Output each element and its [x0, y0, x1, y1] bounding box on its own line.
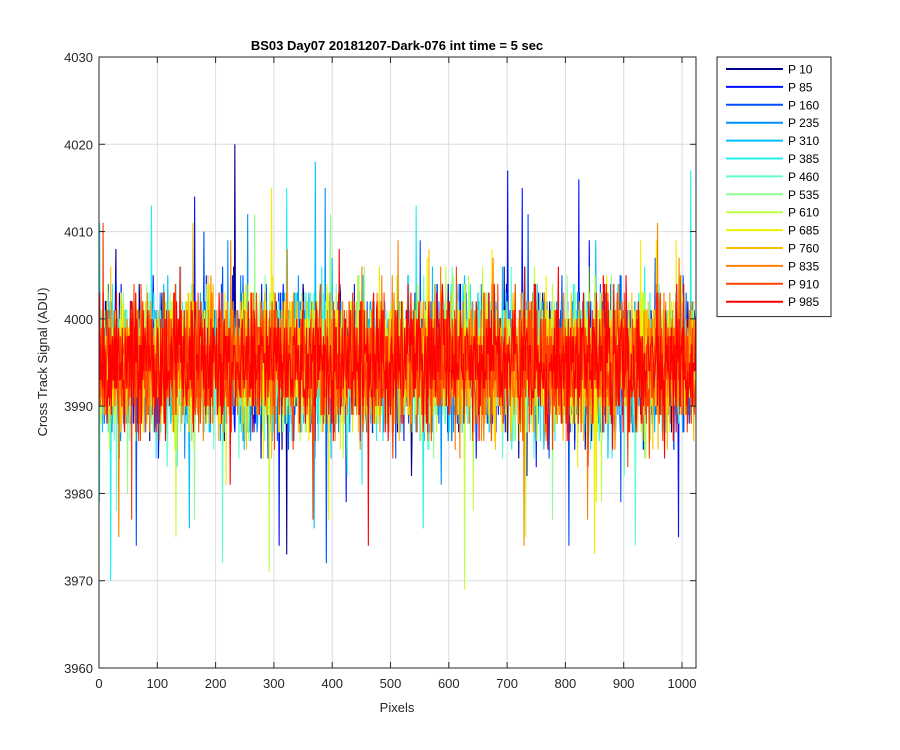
- x-tick-label: 1000: [668, 676, 697, 691]
- x-tick-label: 200: [205, 676, 227, 691]
- x-tick-label: 800: [555, 676, 577, 691]
- series-group: [99, 144, 696, 590]
- x-tick-label: 400: [321, 676, 343, 691]
- legend-label-p85: P 85: [788, 80, 813, 94]
- legend-label-p460: P 460: [788, 170, 819, 184]
- series-line-p985: [99, 249, 696, 546]
- legend-label-p385: P 385: [788, 152, 819, 166]
- y-axis-label: Cross Track Signal (ADU): [35, 288, 50, 437]
- x-tick-label: 900: [613, 676, 635, 691]
- y-tick-label: 3960: [64, 661, 93, 676]
- legend-label-p835: P 835: [788, 259, 819, 273]
- chart-title: BS03 Day07 20181207-Dark-076 int time = …: [251, 38, 543, 53]
- legend-label-p235: P 235: [788, 116, 819, 130]
- legend-label-p10: P 10: [788, 63, 813, 77]
- x-tick-label: 500: [380, 676, 402, 691]
- axes-box: [98, 56, 697, 669]
- y-tick-label: 3980: [64, 486, 93, 501]
- y-tick-label: 4020: [64, 137, 93, 152]
- x-tick-label: 0: [95, 676, 102, 691]
- legend-label-p910: P 910: [788, 277, 819, 291]
- x-tick-label: 600: [438, 676, 460, 691]
- y-tick-label: 3990: [64, 399, 93, 414]
- legend-label-p535: P 535: [788, 188, 819, 202]
- x-tick-label: 300: [263, 676, 285, 691]
- axes: [98, 56, 697, 669]
- y-tick-label: 3970: [64, 574, 93, 589]
- legend-label-p610: P 610: [788, 206, 819, 220]
- tick-labels: 0 100 200 300 400 500 600 700 800 900 1000 3960 3970…: [64, 50, 696, 691]
- y-tick-label: 4010: [64, 225, 93, 240]
- legend-label-p160: P 160: [788, 98, 819, 112]
- x-tick-label: 700: [496, 676, 518, 691]
- legend: P 10 P 85 P 160 P 235 P 310 P 385 P 460 P 535 P …: [716, 56, 832, 318]
- x-axis-label: Pixels: [380, 700, 415, 715]
- legend-label-p760: P 760: [788, 242, 819, 256]
- legend-box: [716, 56, 832, 318]
- y-tick-label: 4000: [64, 312, 93, 327]
- x-tick-label: 100: [146, 676, 168, 691]
- legend-label-p985: P 985: [788, 295, 819, 309]
- legend-label-p310: P 310: [788, 134, 819, 148]
- y-tick-label: 4030: [64, 50, 93, 65]
- legend-label-p685: P 685: [788, 224, 819, 238]
